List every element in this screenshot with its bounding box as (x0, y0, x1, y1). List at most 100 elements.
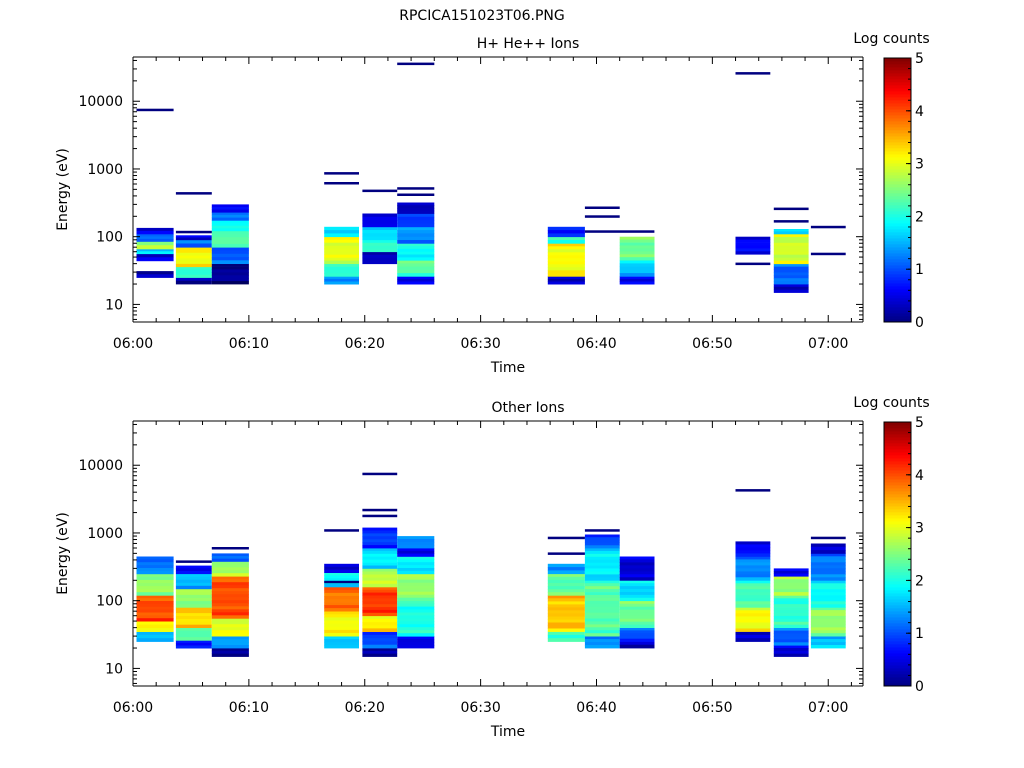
spectrogram-cell (211, 627, 249, 631)
spectrogram-cell (735, 251, 771, 255)
spectrogram-cell (362, 574, 398, 578)
colorbar-segment (884, 623, 911, 627)
spectrogram-cell (773, 257, 809, 262)
spectrogram-cell (584, 621, 620, 625)
spectrogram-line (584, 206, 620, 209)
spectrogram-cell (619, 568, 655, 572)
spectrogram-cell (810, 636, 846, 640)
x-tick-label: 06:10 (229, 336, 269, 352)
spectrogram-cell (211, 214, 249, 218)
spectrogram-cell (397, 609, 435, 613)
spectrogram-cell (810, 571, 846, 575)
spectrogram-cell (175, 266, 212, 270)
spectrogram-cell (584, 615, 620, 619)
spectrogram-cell (211, 642, 249, 646)
colorbar-segment (884, 61, 911, 65)
spectrogram-cell (735, 601, 771, 605)
spectrogram-cell (584, 595, 620, 599)
spectrogram-cell (547, 230, 585, 234)
colorbar-segment (884, 488, 911, 492)
spectrogram-cell (211, 591, 249, 595)
spectrogram-cell (175, 255, 212, 259)
spectrogram-cell (619, 589, 655, 593)
spectrogram-cell (362, 598, 398, 602)
colorbar-segment (884, 461, 911, 465)
spectrogram-cell (362, 233, 398, 237)
spectrogram-line (810, 536, 846, 540)
spectrogram-cell (211, 612, 249, 616)
spectrogram-line (810, 252, 846, 256)
spectrogram-cell (773, 585, 809, 590)
spectrogram-cell (810, 618, 846, 623)
spectrogram-cell (397, 545, 435, 549)
spectrogram-line (584, 529, 620, 532)
spectrogram-cell (397, 208, 435, 212)
colorbar-tick-label: 4 (915, 104, 924, 120)
spectrogram-cell (324, 226, 359, 231)
colorbar-segment (884, 82, 911, 86)
spectrogram-cell (547, 261, 585, 265)
colorbar-segment (884, 662, 911, 666)
spectrogram-cell (136, 573, 174, 578)
spectrogram-cell (810, 624, 846, 628)
y-axis-label: Energy (eV) (55, 512, 71, 595)
spectrogram-cell (362, 638, 398, 642)
colorbar-segment (884, 298, 911, 302)
spectrogram-cell (211, 253, 249, 258)
spectrogram-cell (773, 624, 809, 628)
spectrogram-cell (735, 607, 771, 611)
spectrogram-cell (810, 639, 846, 643)
spectrogram-cell (175, 630, 212, 635)
spectrogram-cell (175, 601, 212, 605)
y-axis-label: Energy (eV) (55, 148, 71, 231)
spectrogram-cell (773, 251, 809, 256)
spectrogram-cell (397, 645, 435, 649)
spectrogram-cell (547, 567, 585, 571)
colorbar-segment (884, 647, 911, 651)
spectrogram-cell (136, 603, 174, 608)
colorbar-segment (884, 286, 911, 290)
colorbar-segment (884, 76, 911, 80)
spectrogram-cell (773, 568, 809, 572)
spectrogram-cell (136, 576, 174, 581)
colorbar-tick-label: 3 (915, 521, 924, 537)
colorbar-segment (884, 479, 911, 483)
spectrogram-cell (324, 608, 359, 612)
spectrogram-cell (810, 595, 846, 599)
x-tick-label: 06:00 (113, 336, 153, 352)
colorbar-segment (884, 280, 911, 284)
spectrogram-cell (735, 574, 771, 578)
spectrogram-cell (397, 236, 435, 241)
spectrogram-cell (136, 556, 174, 560)
spectrogram-cell (619, 278, 655, 282)
colorbar-segment (884, 587, 911, 591)
spectrogram-cell (619, 635, 655, 640)
spectrogram-cell (136, 271, 174, 275)
colorbar-segment (884, 680, 911, 684)
spectrogram-cell (547, 622, 585, 626)
spectrogram-cell (735, 589, 771, 593)
spectrogram-cell (773, 272, 809, 276)
colorbar-segment (884, 656, 911, 660)
spectrogram-cell (324, 602, 359, 606)
spectrogram-cell (175, 258, 212, 262)
spectrogram-cell (175, 239, 212, 244)
x-tick-label: 06:50 (692, 336, 732, 352)
colorbar-segment (884, 121, 911, 125)
spectrogram-cell (735, 622, 771, 626)
colorbar-segment (884, 199, 911, 203)
spectrogram-cell (735, 544, 771, 548)
spectrogram-cell (773, 598, 809, 602)
colorbar-segment (884, 554, 911, 558)
spectrogram-cell (547, 278, 585, 282)
spectrogram-cell (810, 615, 846, 620)
spectrogram-cell (211, 624, 249, 628)
spectrogram-cell (397, 278, 435, 282)
spectrogram-cell (175, 588, 212, 593)
spectrogram-cell (362, 213, 398, 218)
colorbar-segment (884, 629, 911, 633)
colorbar-segment (884, 166, 911, 170)
spectrogram-cell (211, 594, 249, 598)
y-tick-label: 10 (105, 297, 123, 313)
spectrogram-cell (175, 637, 212, 641)
